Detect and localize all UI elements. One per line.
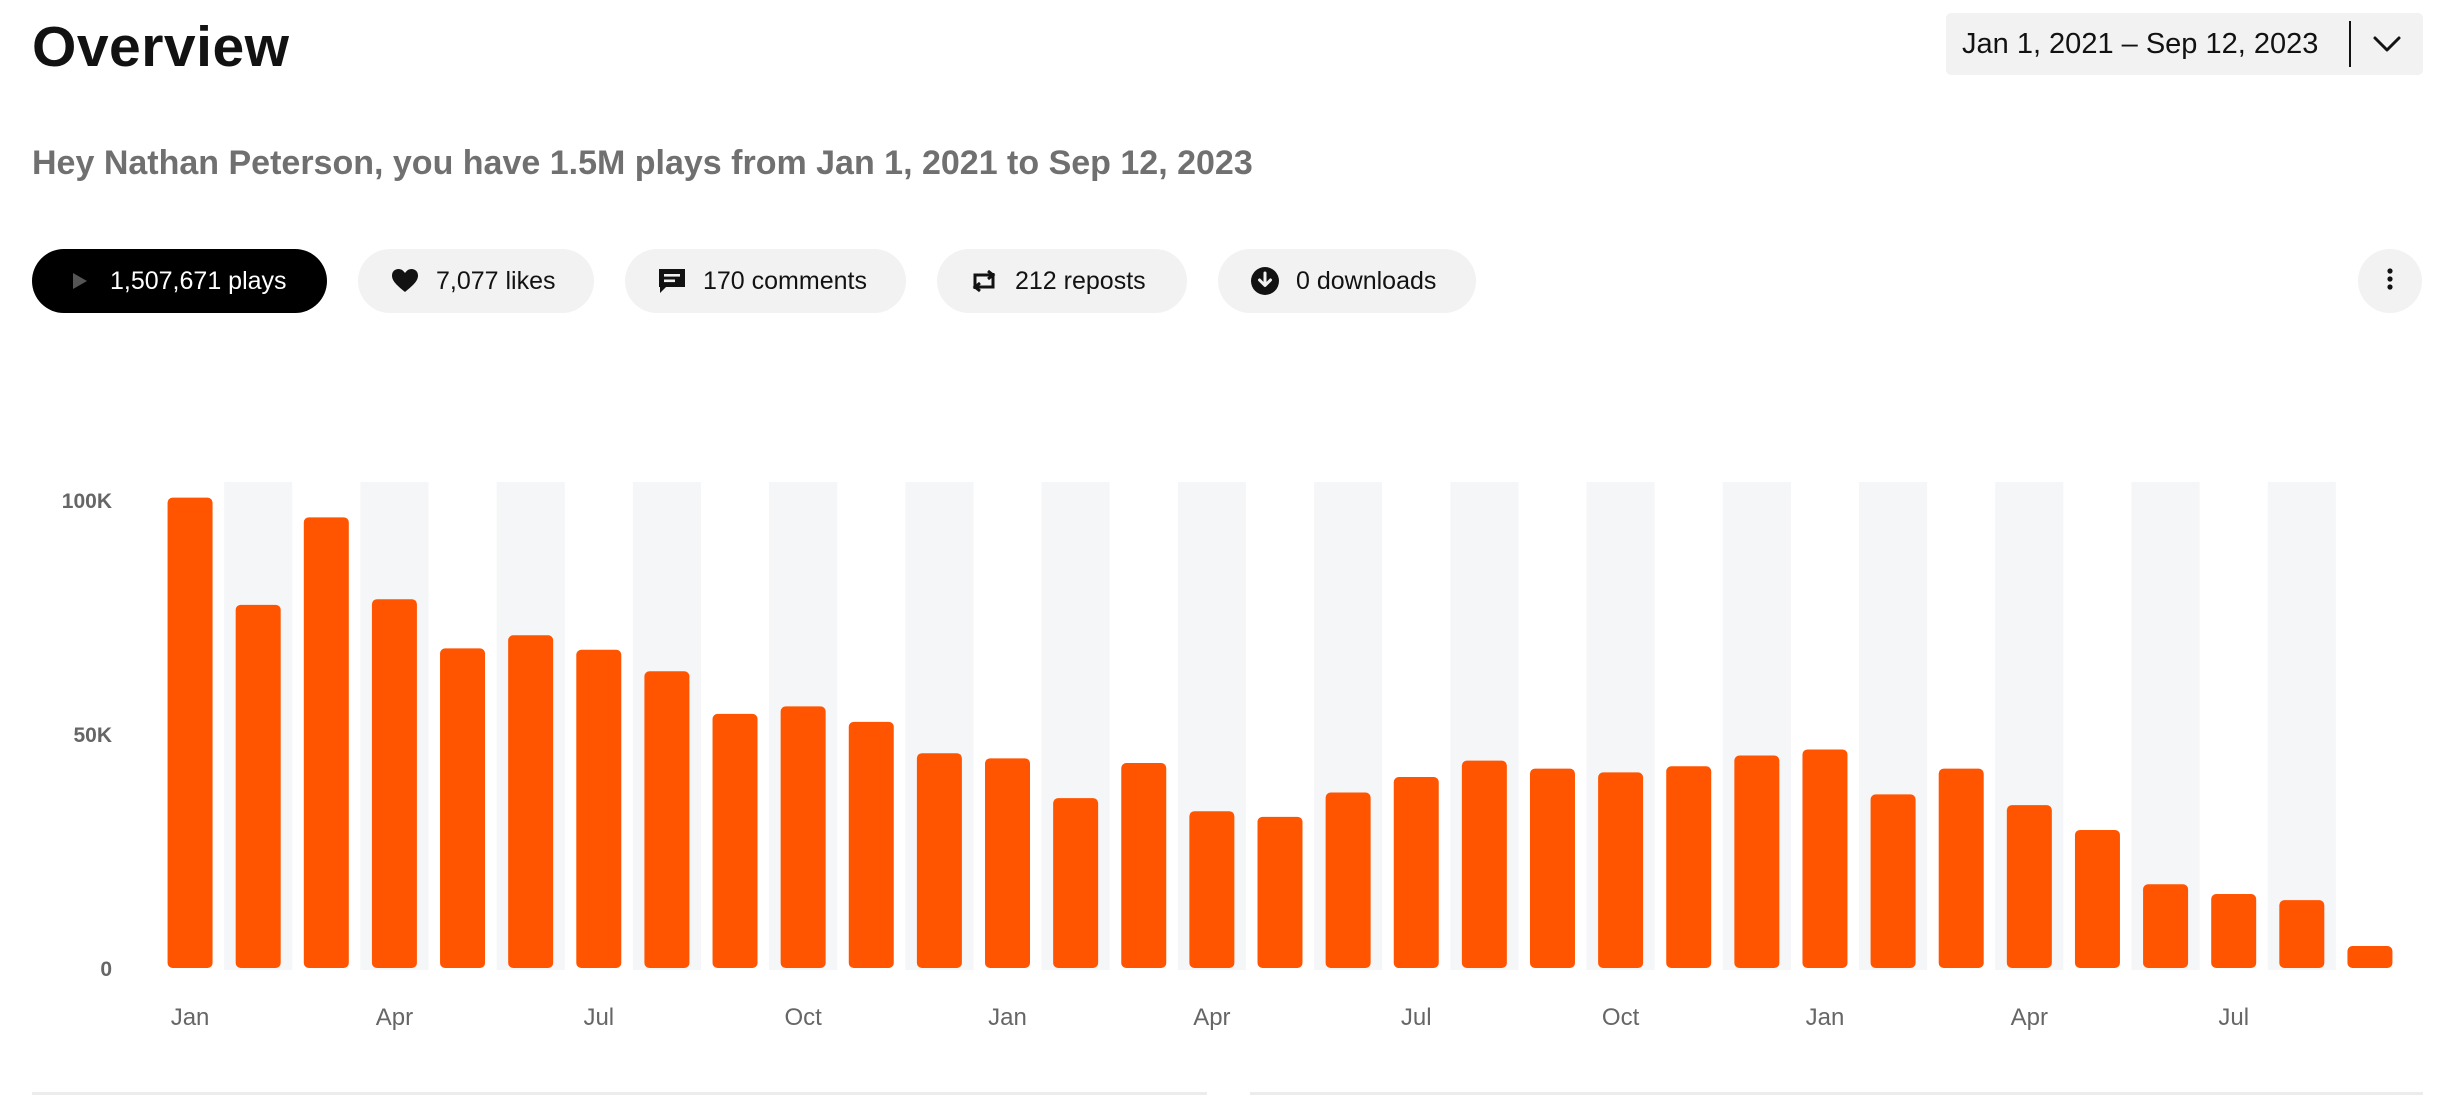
chart-bar-2021-03[interactable] xyxy=(303,517,349,968)
chart-bar-2023-08[interactable] xyxy=(2279,900,2325,968)
chart-bar-2022-11[interactable] xyxy=(1666,766,1712,968)
metric-plays-label: 1,507,671 plays xyxy=(110,266,287,295)
heart-icon xyxy=(390,266,420,296)
chart-bar-2022-01[interactable] xyxy=(985,758,1031,968)
chart-bar-2021-07[interactable] xyxy=(576,649,622,968)
chart-bar-2022-05[interactable] xyxy=(1257,816,1303,968)
comment-icon xyxy=(657,266,687,296)
chart-bar-2021-05[interactable] xyxy=(440,648,486,968)
chart-bar-2023-04[interactable] xyxy=(2006,805,2052,968)
chart-bar-2021-06[interactable] xyxy=(508,635,554,968)
metric-downloads-label: 0 downloads xyxy=(1296,266,1437,295)
chart-bar-2021-09[interactable] xyxy=(712,713,758,968)
chart-bar-2021-11[interactable] xyxy=(848,721,894,968)
more-options-button[interactable] xyxy=(2358,249,2422,313)
chart-bar-2022-03[interactable] xyxy=(1121,763,1167,968)
bottom-card-left xyxy=(32,1092,1207,1103)
x-tick-label: Jan xyxy=(988,1004,1027,1031)
chart-bar-2023-03[interactable] xyxy=(1938,768,1984,968)
chevron-down-icon[interactable] xyxy=(2351,35,2423,53)
chart-bar-2022-08[interactable] xyxy=(1461,760,1507,968)
chart-bar-2021-02[interactable] xyxy=(235,604,281,968)
metric-likes-label: 7,077 likes xyxy=(436,266,556,295)
chart-bar-2021-12[interactable] xyxy=(916,753,962,968)
more-vertical-icon xyxy=(2386,267,2394,296)
metric-comments-label: 170 comments xyxy=(703,266,867,295)
y-tick-label: 0 xyxy=(100,958,112,981)
date-range-label: Jan 1, 2021 – Sep 12, 2023 xyxy=(1962,27,2319,60)
x-tick-label: Jul xyxy=(583,1004,614,1031)
x-tick-label: Apr xyxy=(2011,1004,2048,1031)
chart-bar-2021-08[interactable] xyxy=(644,671,690,968)
chart-bar-2021-01[interactable] xyxy=(167,497,213,968)
chart-bar-2023-07[interactable] xyxy=(2211,894,2257,968)
chart-bar-2021-04[interactable] xyxy=(371,599,417,968)
summary-text: Hey Nathan Peterson, you have 1.5M plays… xyxy=(32,144,1253,182)
x-tick-label: Oct xyxy=(784,1004,822,1031)
metric-plays-button[interactable]: 1,507,671 plays xyxy=(32,249,327,313)
chart-bar-2022-06[interactable] xyxy=(1325,792,1371,969)
chart-bar-2023-06[interactable] xyxy=(2143,884,2189,968)
chart-bar-2023-09[interactable] xyxy=(2347,946,2393,968)
download-icon xyxy=(1250,266,1280,296)
y-tick-label: 100K xyxy=(62,490,112,513)
x-tick-label: Jan xyxy=(1806,1004,1845,1031)
x-tick-label: Apr xyxy=(376,1004,413,1031)
chart-bar-2023-05[interactable] xyxy=(2074,829,2120,968)
page-title: Overview xyxy=(32,15,290,79)
chart-bar-2021-10[interactable] xyxy=(780,706,826,968)
metric-likes-button[interactable]: 7,077 likes xyxy=(358,249,594,313)
x-tick-label: Jul xyxy=(1401,1004,1432,1031)
chart-bar-2022-09[interactable] xyxy=(1529,768,1575,968)
plays-bar-chart: 0 50K 100K Jan Apr Jul Oct Jan Apr Jul Oct Jan Apr Ju… xyxy=(62,482,2393,1031)
bottom-card-right xyxy=(1250,1092,2423,1103)
chart-bar-2022-04[interactable] xyxy=(1189,811,1235,968)
y-tick-label: 50K xyxy=(73,724,112,747)
metric-downloads-button[interactable]: 0 downloads xyxy=(1218,249,1476,313)
date-range-picker[interactable]: Jan 1, 2021 – Sep 12, 2023 xyxy=(1946,13,2423,75)
chart-bar-2022-02[interactable] xyxy=(1053,798,1099,968)
chart-bar-2023-01[interactable] xyxy=(1802,749,1848,968)
play-icon xyxy=(64,266,94,296)
chart-bar-2023-02[interactable] xyxy=(1870,794,1916,968)
x-tick-label: Oct xyxy=(1602,1004,1640,1031)
metric-reposts-label: 212 reposts xyxy=(1015,266,1146,295)
metric-reposts-button[interactable]: 212 reposts xyxy=(937,249,1187,313)
x-tick-label: Jan xyxy=(171,1004,210,1031)
chart-bar-2022-10[interactable] xyxy=(1598,772,1644,968)
chart-bar-2022-07[interactable] xyxy=(1393,777,1439,968)
x-tick-label: Apr xyxy=(1193,1004,1230,1031)
x-tick-label: Jul xyxy=(2218,1004,2249,1031)
chart-bar-2022-12[interactable] xyxy=(1734,755,1780,968)
chart-band xyxy=(2267,482,2336,970)
repost-icon xyxy=(969,266,999,296)
date-range-divider xyxy=(2349,21,2351,67)
metric-comments-button[interactable]: 170 comments xyxy=(625,249,906,313)
